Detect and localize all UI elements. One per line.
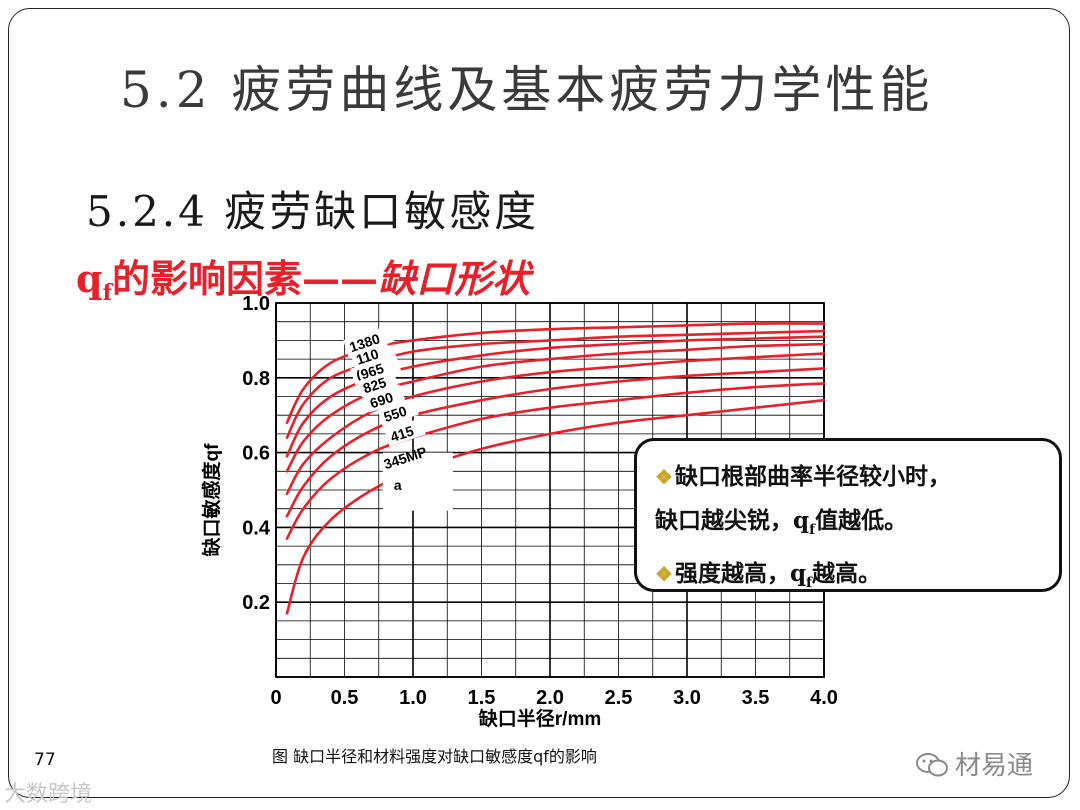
- x-tick-label: 0: [270, 687, 281, 709]
- x-tick-label: 1.0: [399, 687, 427, 709]
- series-line: [285, 335, 826, 458]
- x-tick-label: 1.5: [468, 687, 496, 709]
- conclusion-callout: ❖缺口根部曲率半径较小时， 缺口越尖锐，qf值越低。 ❖强度越高，qf越高。: [634, 438, 1062, 592]
- x-tick-label: 2.0: [536, 687, 564, 709]
- source-badge: 材易通: [915, 745, 1033, 782]
- source-name: 材易通: [955, 751, 1034, 781]
- wechat-icon: [916, 753, 948, 777]
- callout-text-3-subscript: f: [806, 575, 813, 591]
- series-label-bg: [350, 354, 401, 386]
- series-label-bg: [377, 398, 419, 427]
- series-label-bg: [350, 341, 392, 369]
- y-tick-label: 0.6: [242, 443, 270, 465]
- callout-text-1: 缺口根部曲率半径较小时，: [674, 463, 951, 490]
- y-tick-label: 1.0: [242, 295, 270, 315]
- series-line: [285, 342, 826, 473]
- x-axis-title: 缺口半径r/mm: [479, 707, 601, 730]
- y-tick-label: 0.2: [242, 592, 270, 614]
- heading-italic: 缺口形状: [378, 256, 531, 301]
- series-line: [285, 398, 826, 615]
- series-label: 415: [388, 422, 415, 445]
- chart-annotation: a: [394, 477, 402, 493]
- slide-title: 5.2 疲劳曲线及基本疲劳力学性能: [120, 61, 934, 119]
- series-line: [285, 352, 826, 495]
- series-label-bg: [356, 369, 399, 398]
- y-tick-label: 0.4: [242, 517, 271, 539]
- series-label: 550: [382, 403, 409, 426]
- callout-text-2-subscript: f: [809, 522, 816, 538]
- y-axis-title: 缺口敏感度qf: [200, 443, 223, 557]
- series-label: 690: [368, 389, 395, 412]
- x-tick-label: 3.5: [742, 687, 770, 709]
- heading-text: 的影响因素——: [112, 256, 379, 301]
- page-number: 77: [34, 750, 56, 770]
- series-label-bg: [343, 325, 395, 357]
- label-patch: [382, 452, 453, 511]
- series-label-bg: [363, 384, 406, 413]
- x-tick-label: 4.0: [810, 687, 838, 709]
- series-label-bg: [384, 418, 426, 447]
- callout-line-1: ❖缺口根部曲率半径较小时，: [655, 455, 1043, 499]
- diamond-bullet-icon: ❖: [655, 562, 673, 586]
- series-line: [285, 367, 826, 518]
- series-line: [285, 322, 826, 424]
- series-line: [285, 329, 826, 439]
- callout-text-2b: 值越低。: [815, 507, 908, 534]
- slide-frame: [8, 8, 1070, 798]
- callout-line-3: ❖强度越高，qf越高。: [655, 552, 1043, 605]
- section-subtitle: 5.2.4 疲劳缺口敏感度: [86, 187, 540, 236]
- diamond-bullet-icon: ❖: [655, 465, 673, 489]
- callout-text-3b: 越高。: [812, 560, 882, 587]
- chart-series: [285, 322, 826, 615]
- watermark-text: 大数跨境: [4, 782, 93, 807]
- x-tick-label: 0.5: [331, 687, 359, 709]
- heading-q: q: [76, 256, 103, 301]
- callout-line-2: 缺口越尖锐，qf值越低。: [655, 499, 1043, 552]
- series-line: [285, 382, 826, 540]
- heading-q-subscript: f: [102, 280, 113, 306]
- notch-sensitivity-chart: 0 0.5 1.0 1.5 2.0 2.5 3.0 3.5 4.0 0.2 0.4 0.6 0.8 1.0…: [200, 295, 838, 730]
- y-tick-label: 0.8: [242, 368, 270, 390]
- factor-heading: qf的影响因素——缺口形状: [76, 248, 530, 306]
- figure-caption: 图 缺口半径和材料强度对缺口敏感度qf的影响: [272, 747, 597, 766]
- callout-text-3a: 强度越高，q: [674, 560, 807, 587]
- callout-text-2a: 缺口越尖锐，q: [655, 507, 810, 534]
- x-tick-label: 2.5: [605, 687, 633, 709]
- x-tick-label: 3.0: [673, 687, 701, 709]
